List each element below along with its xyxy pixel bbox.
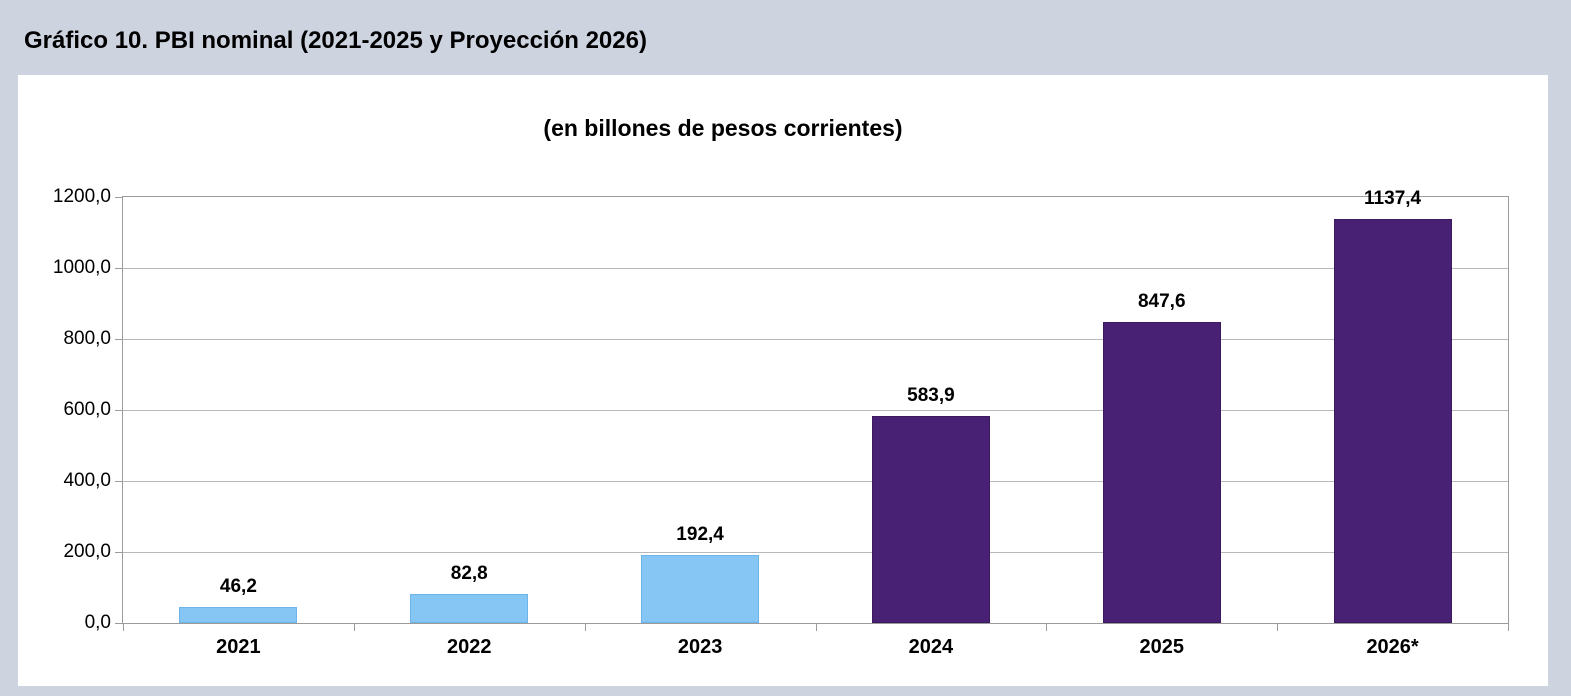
- y-tick-label: 200,0: [63, 541, 111, 562]
- gridline: [123, 552, 1508, 553]
- plot-area: 0,0 200,0 400,0 600,0 800,0 1000,0 1200,0 46,2 2…: [53, 186, 1509, 658]
- x-axis-tick: [1508, 623, 1509, 631]
- chart-subtitle: (en billones de pesos corrientes): [543, 115, 903, 141]
- y-tick-label: 600,0: [63, 399, 111, 420]
- y-tick-label: 0,0: [84, 612, 111, 633]
- y-axis-tick: [115, 410, 123, 411]
- x-axis-tick: [123, 623, 124, 631]
- bar-value-label: 1137,4: [1364, 188, 1422, 210]
- bar-value-label: 46,2: [219, 575, 257, 597]
- y-tick-label: 1200,0: [52, 186, 111, 207]
- y-tick-label: 800,0: [63, 327, 111, 349]
- y-tick-label: 1000,0: [52, 256, 111, 278]
- chart-heading: Gráfico 10. PBI nominal (2021-2025 y Pro…: [24, 27, 647, 54]
- y-axis-tick: [115, 338, 123, 340]
- bar-2025: [1102, 322, 1221, 623]
- y-axis-tick: [115, 623, 123, 624]
- bar-value-label: 82,8: [450, 562, 488, 584]
- x-tick-label: 2023: [677, 636, 723, 658]
- bar-2021: [179, 606, 298, 623]
- y-tick-label: 400,0: [63, 469, 111, 491]
- bar-value-label: 847,6: [1137, 291, 1186, 313]
- y-axis-tick: [115, 480, 123, 482]
- gridline: [123, 338, 1508, 340]
- y-axis-tick: [115, 552, 123, 553]
- bar-2024: [871, 415, 990, 623]
- x-tick-label: 2022: [447, 636, 492, 658]
- gridline: [123, 267, 1508, 269]
- chart-panel: (en billones de pesos corrientes) 0,0 200…: [18, 75, 1548, 686]
- bar-value-label: 583,9: [907, 384, 955, 406]
- y-axis-tick: [115, 197, 123, 198]
- x-axis-tick: [1277, 623, 1279, 631]
- y-axis-tick: [115, 267, 123, 269]
- bar-2023: [641, 554, 760, 623]
- bar-2026*: [1333, 219, 1452, 623]
- x-tick-label: 2021: [216, 636, 261, 658]
- x-tick-label: 2026*: [1366, 636, 1419, 658]
- gridline: [123, 410, 1508, 411]
- x-axis-tick: [584, 623, 586, 631]
- x-axis-tick: [815, 623, 817, 631]
- x-tick-label: 2024: [908, 636, 954, 658]
- bar-2022: [410, 593, 529, 623]
- gridline: [123, 480, 1508, 482]
- bar-value-label: 192,4: [676, 523, 724, 545]
- x-axis-tick: [1046, 623, 1048, 631]
- x-axis-tick: [353, 623, 355, 631]
- x-tick-label: 2025: [1139, 636, 1185, 658]
